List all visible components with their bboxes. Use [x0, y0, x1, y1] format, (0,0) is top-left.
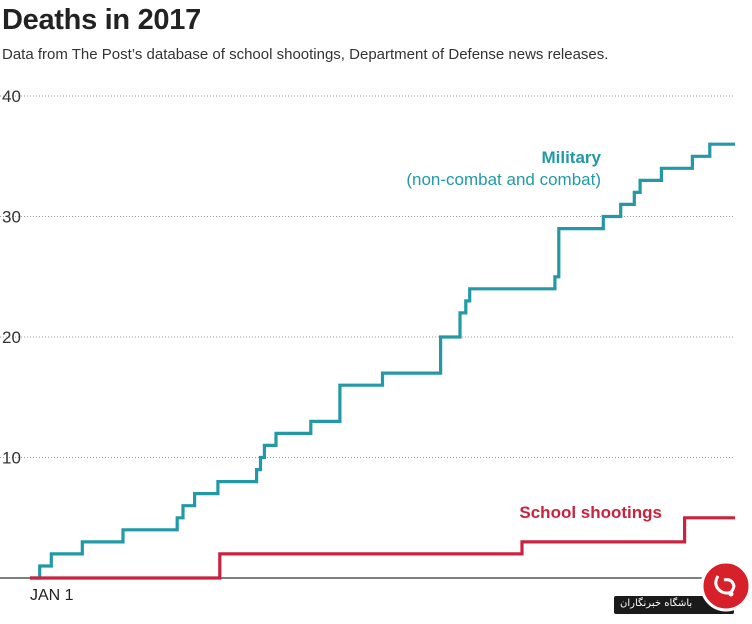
chart-subtitle: Data from The Post’s database of school … [2, 46, 609, 63]
series-line-school-shootings [30, 516, 735, 580]
series-label-military: Military [541, 148, 601, 167]
y-tick-label-10: 10 [2, 449, 21, 468]
chart-title: Deaths in 2017 [2, 4, 201, 36]
series-line-military [30, 142, 735, 580]
news-agency-logo-icon [614, 560, 752, 614]
watermark-badge: باشگاه خبرنگاران [614, 560, 752, 619]
series-label-military-sub: (non-combat and combat) [406, 170, 601, 189]
y-tick-label-30: 30 [2, 208, 21, 227]
y-tick-label-40: 40 [2, 87, 21, 106]
x-tick-label-start: JAN 1 [30, 587, 74, 604]
series-label-school-shootings: School shootings [519, 503, 662, 522]
watermark-text: باشگاه خبرنگاران [620, 598, 693, 609]
y-tick-label-20: 20 [2, 328, 21, 347]
